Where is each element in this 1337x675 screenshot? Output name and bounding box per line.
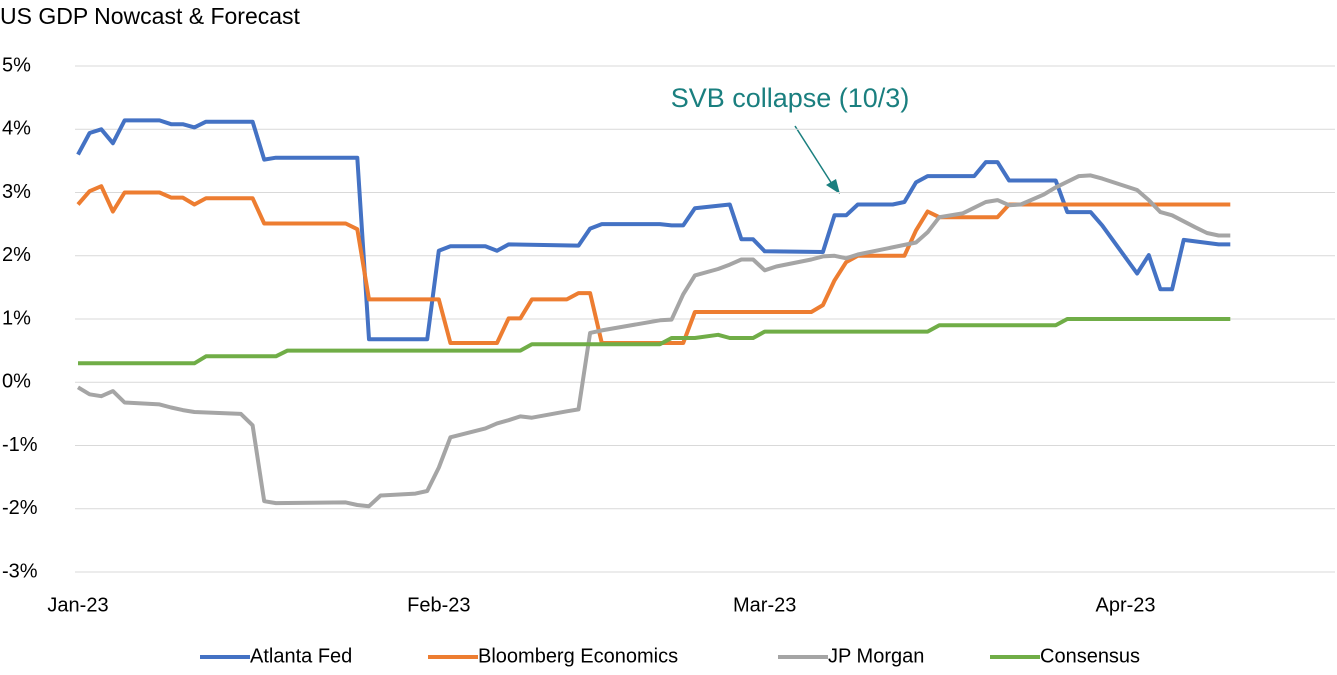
chart-title: US GDP Nowcast & Forecast: [0, 3, 301, 29]
x-tick-label: Feb-23: [407, 594, 470, 616]
y-tick-label: 2%: [2, 244, 31, 266]
x-tick-label: Apr-23: [1095, 594, 1155, 616]
y-tick-label: -3%: [2, 560, 38, 582]
series-line: [76, 118, 1231, 342]
legend-label: Bloomberg Economics: [478, 645, 678, 667]
y-tick-label: 3%: [2, 181, 31, 203]
series-line: [76, 173, 1231, 509]
x-tick-label: Jan-23: [47, 594, 108, 616]
y-tick-label: 1%: [2, 307, 31, 329]
y-tick-label: 0%: [2, 371, 31, 393]
y-tick-label: 4%: [2, 118, 31, 140]
y-tick-label: -1%: [2, 434, 38, 456]
series-line: [76, 184, 1231, 345]
series-line: [78, 317, 1231, 366]
legend-label: Consensus: [1040, 645, 1140, 667]
y-tick-label: 5%: [2, 54, 31, 76]
y-tick-label: -2%: [2, 497, 38, 519]
x-tick-label: Mar-23: [733, 594, 796, 616]
annotation-arrowhead: [826, 179, 840, 194]
annotation-arrow: [794, 125, 833, 185]
annotation: SVB collapse (10/3): [671, 83, 910, 113]
legend-label: Atlanta Fed: [250, 645, 352, 667]
legend-label: JP Morgan: [828, 645, 924, 667]
